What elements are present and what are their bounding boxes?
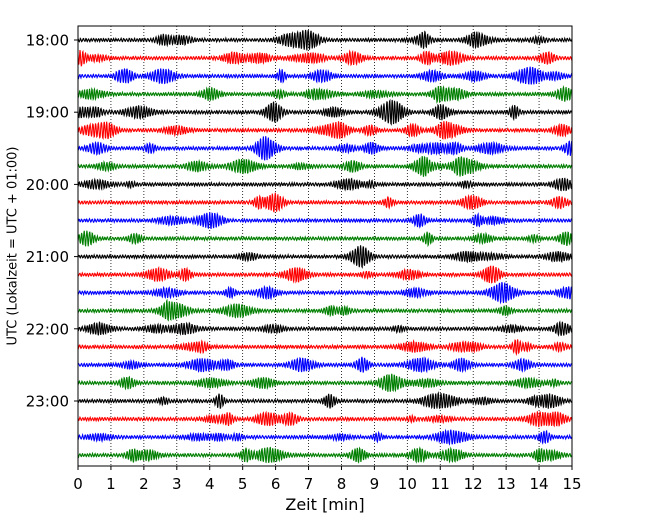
y-tick-label: 19:00 <box>26 104 69 122</box>
x-tick-label: 11 <box>431 475 450 493</box>
plot-frame <box>77 25 573 467</box>
x-tick-label: 0 <box>73 475 83 493</box>
x-tick-label: 13 <box>497 475 516 493</box>
trace-layer <box>77 29 573 464</box>
seismic-trace <box>77 230 573 248</box>
seismic-trace <box>77 428 573 446</box>
x-axis-label: Zeit [min] <box>285 495 364 514</box>
seismic-trace <box>77 66 573 85</box>
x-tick-label: 10 <box>398 475 417 493</box>
seismic-trace <box>77 298 573 322</box>
seismic-trace <box>77 282 573 305</box>
seismic-trace <box>77 373 573 393</box>
x-tick-label: 4 <box>205 475 215 493</box>
seismic-trace <box>77 390 573 410</box>
y-tick-label: 23:00 <box>26 393 69 411</box>
x-tick-label: 8 <box>337 475 347 493</box>
seismic-trace <box>77 29 573 51</box>
x-tick-label: 2 <box>139 475 149 493</box>
seismic-trace <box>77 320 573 337</box>
x-tick-label: 5 <box>238 475 248 493</box>
x-tick-label: 7 <box>304 475 314 493</box>
seismic-trace <box>77 155 573 177</box>
x-tick-label: 12 <box>464 475 483 493</box>
x-tick-label: 9 <box>370 475 380 493</box>
y-tick-label: 18:00 <box>26 32 69 50</box>
seismic-trace <box>77 49 573 67</box>
seismic-trace <box>77 98 573 126</box>
grid-layer <box>110 26 540 466</box>
seismic-trace <box>77 192 573 214</box>
x-tick-label: 3 <box>172 475 182 493</box>
tick-layer: 0 1 2 3 4 5 6 7 8 9 10 11 12 13 14 1518:0019:0020:0021:… <box>26 32 582 494</box>
seismic-trace <box>77 338 573 357</box>
seismic-trace <box>77 410 573 428</box>
x-tick-label: 1 <box>106 475 116 493</box>
y-axis-label: UTC (Lokalzeit = UTC + 01:00) <box>6 147 21 346</box>
x-tick-label: 6 <box>271 475 281 493</box>
seismic-trace <box>77 245 573 269</box>
y-tick-label: 21:00 <box>26 248 69 266</box>
seismic-trace <box>77 446 573 464</box>
seismic-trace <box>77 356 573 374</box>
y-tick-label: 20:00 <box>26 176 69 194</box>
x-tick-label: 14 <box>530 475 549 493</box>
x-tick-label: 15 <box>562 475 581 493</box>
seismic-trace <box>77 211 573 230</box>
seismic-trace <box>77 85 573 104</box>
seismic-trace <box>77 121 573 140</box>
y-tick-label: 22:00 <box>26 320 69 338</box>
seismic-trace <box>77 177 573 192</box>
seismic-trace <box>77 265 573 284</box>
seismic-trace <box>77 136 573 161</box>
